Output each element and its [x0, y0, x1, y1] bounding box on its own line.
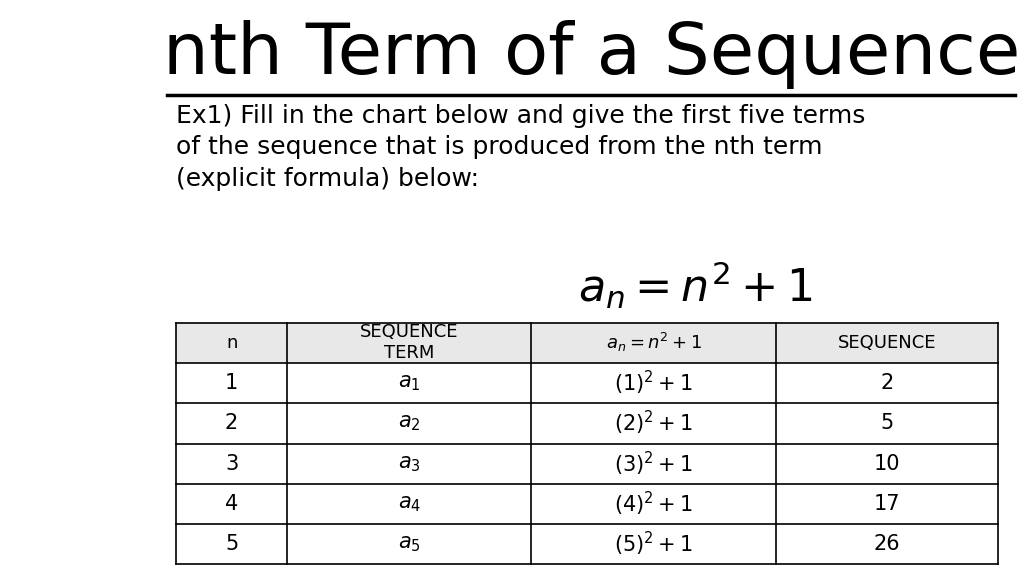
Text: $= u_1$ on $\partial\Omega$: $= u_1$ on $\partial\Omega$	[59, 237, 99, 247]
Text: STRINGS: STRINGS	[68, 401, 91, 406]
Bar	[176, 323, 998, 363]
Text: Ex1) Fill in the chart below and give the first five terms
of the sequence that : Ex1) Fill in the chart below and give th…	[176, 104, 865, 191]
Text: $(2)^2+1$: $(2)^2+1$	[614, 410, 693, 437]
Text: WE FIND: WE FIND	[65, 112, 94, 118]
Text: $K=\frac{\sec h^4(\frac{1}{2}\gamma)}{8(\cos u - \cosh v)}$: $K=\frac{\sec h^4(\frac{1}{2}\gamma)}{8(…	[57, 425, 101, 439]
Text: nth Term of a Sequence: nth Term of a Sequence	[163, 20, 1020, 89]
Text: $x^2+4x$: $x^2+4x$	[63, 11, 95, 24]
Text: $-xy^4+w(x^2+\ldots)$: $-xy^4+w(x^2+\ldots)$	[54, 467, 104, 478]
Text: IT POSSIBLE: IT POSSIBLE	[58, 343, 100, 348]
Text: 10: 10	[873, 454, 900, 473]
Text: 1: 1	[225, 373, 239, 393]
Text: $a_2$: $a_2$	[398, 414, 421, 433]
Text: $\nabla^2 x = f \ln\Omega$: $\nabla^2 x = f \ln\Omega$	[60, 196, 98, 207]
Text: $a_5$: $a_5$	[398, 535, 421, 554]
Text: $f) = u_2$ on $\partial\Omega$: $f) = u_2$ on $\partial\Omega$	[56, 266, 102, 276]
Text: $mx_i''(t)=k_s[x_{i+1}(t)-2x_i(t)]$: $mx_i''(t)=k_s[x_{i+1}(t)-2x_i(t)]$	[42, 560, 117, 569]
Text: $\frac{c}{\int_0}$: $\frac{c}{\int_0}$	[75, 65, 84, 85]
Text: $\frac{d}{dt}\frac{\partial L}{\partial q}$: $\frac{d}{dt}\frac{\partial L}{\partial …	[73, 367, 86, 382]
Text: $(5)^2+1$: $(5)^2+1$	[614, 530, 693, 558]
Text: $a_3$: $a_3$	[398, 454, 421, 473]
Text: $a_n=n^2+1$: $a_n=n^2+1$	[578, 259, 813, 311]
Text: $(3)^2+1$: $(3)^2+1$	[614, 450, 693, 478]
Text: $(1)^2+1$: $(1)^2+1$	[614, 369, 693, 397]
Text: 2: 2	[225, 414, 239, 433]
Text: 26: 26	[873, 535, 900, 554]
Text: SEQUENCE
TERM: SEQUENCE TERM	[360, 323, 459, 362]
Text: 17: 17	[873, 494, 900, 514]
Text: $\nabla^2\sum_{n=0}^{L}$: $\nabla^2\sum_{n=0}^{L}$	[67, 130, 92, 158]
Text: $a_n=n^2+1$: $a_n=n^2+1$	[605, 331, 701, 354]
Text: 5: 5	[881, 414, 894, 433]
Text: 5: 5	[225, 535, 239, 554]
Text: $a_4$: $a_4$	[397, 494, 421, 514]
Text: $\sum f(u_n)=$: $\sum f(u_n)=$	[67, 495, 92, 507]
Text: $(4)^2+1$: $(4)^2+1$	[614, 490, 693, 518]
Text: EXPERIMENTAL: EXPERIMENTAL	[59, 539, 99, 544]
Text: ALL IS LOST: ALL IS LOST	[58, 170, 100, 176]
Text: 4: 4	[225, 494, 239, 514]
Text: $\nabla^2 g_{s-3}+\frac{251}{720}$: $\nabla^2 g_{s-3}+\frac{251}{720}$	[61, 305, 97, 317]
Text: $a_1$: $a_1$	[398, 373, 421, 393]
Text: SEQUENCE: SEQUENCE	[838, 334, 936, 352]
Text: $+\sqrt{c^2+z^2}$: $+\sqrt{c^2+z^2}$	[60, 39, 98, 53]
Text: 2: 2	[881, 373, 894, 393]
Text: n: n	[226, 334, 238, 352]
Text: 3: 3	[225, 454, 239, 473]
